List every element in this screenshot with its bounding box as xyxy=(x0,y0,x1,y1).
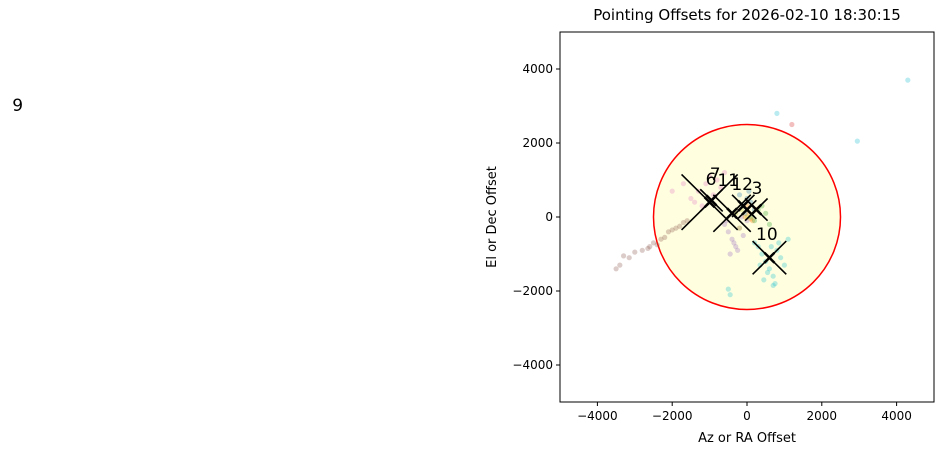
y-tick-label: 2000 xyxy=(522,136,553,150)
point xyxy=(781,262,788,268)
point xyxy=(617,262,623,268)
annotation: 10 xyxy=(756,225,778,245)
point xyxy=(731,240,737,246)
point xyxy=(736,225,743,231)
point xyxy=(692,199,698,205)
point xyxy=(764,269,771,276)
point xyxy=(766,266,773,272)
point xyxy=(766,221,773,227)
point xyxy=(854,138,860,144)
center-marker xyxy=(763,251,776,264)
point xyxy=(761,277,767,283)
y-tick-label: 0 xyxy=(545,210,553,224)
point xyxy=(620,253,627,259)
point xyxy=(746,188,752,194)
point xyxy=(650,240,657,246)
point xyxy=(735,247,741,253)
chart-title: Pointing Offsets for 2026-02-10 18:30:15 xyxy=(593,6,901,24)
point xyxy=(740,232,746,239)
point xyxy=(776,240,782,246)
point xyxy=(626,255,632,261)
point xyxy=(729,236,735,242)
center-marker xyxy=(741,203,753,216)
point xyxy=(662,234,668,240)
point xyxy=(658,236,664,242)
annotation: 9 xyxy=(12,96,23,116)
point xyxy=(721,170,728,176)
point xyxy=(772,281,778,287)
point xyxy=(727,292,733,298)
point xyxy=(774,110,780,116)
point xyxy=(703,181,709,187)
annotation: 6 xyxy=(706,170,717,190)
point xyxy=(789,121,795,128)
point xyxy=(680,219,687,226)
y-tick-label: 4000 xyxy=(522,62,553,76)
x-tick-label: 2000 xyxy=(807,409,838,423)
annotation: 11 xyxy=(717,171,739,191)
point xyxy=(680,181,687,187)
circle xyxy=(652,123,842,311)
point xyxy=(905,77,911,83)
center-marker xyxy=(726,207,738,220)
point xyxy=(725,286,731,292)
point xyxy=(688,195,694,202)
point xyxy=(707,173,713,179)
center-marker xyxy=(750,203,763,216)
point xyxy=(785,236,791,242)
point xyxy=(725,229,731,235)
point xyxy=(736,225,743,231)
x-axis-label: Az or RA Offset xyxy=(698,431,796,446)
point xyxy=(770,282,776,289)
point xyxy=(673,225,679,231)
annotation: 3 xyxy=(752,179,763,199)
point xyxy=(613,266,619,272)
point xyxy=(654,242,660,248)
x-tick-label: 4000 xyxy=(881,409,912,423)
point xyxy=(645,245,651,252)
point xyxy=(669,227,675,233)
x-tick-label: −2000 xyxy=(652,409,693,423)
point xyxy=(647,244,653,250)
y-axis-label: El or Dec Offset xyxy=(485,166,500,268)
y-tick-label: −4000 xyxy=(512,358,553,372)
annotation: 7 xyxy=(710,165,721,185)
annotation: 12 xyxy=(731,175,753,195)
point xyxy=(677,223,683,229)
point xyxy=(727,251,733,257)
point xyxy=(639,247,645,253)
y-tick-label: −2000 xyxy=(512,284,553,298)
point xyxy=(632,249,638,255)
point xyxy=(770,273,776,279)
point xyxy=(665,229,672,235)
point xyxy=(733,244,739,250)
point xyxy=(736,192,743,198)
point xyxy=(714,177,720,183)
x-tick-label: −4000 xyxy=(577,409,618,423)
point xyxy=(763,210,769,216)
point xyxy=(768,244,774,250)
point xyxy=(778,255,784,261)
x-tick-label: 0 xyxy=(743,409,751,423)
point xyxy=(669,188,675,194)
point xyxy=(750,218,756,224)
